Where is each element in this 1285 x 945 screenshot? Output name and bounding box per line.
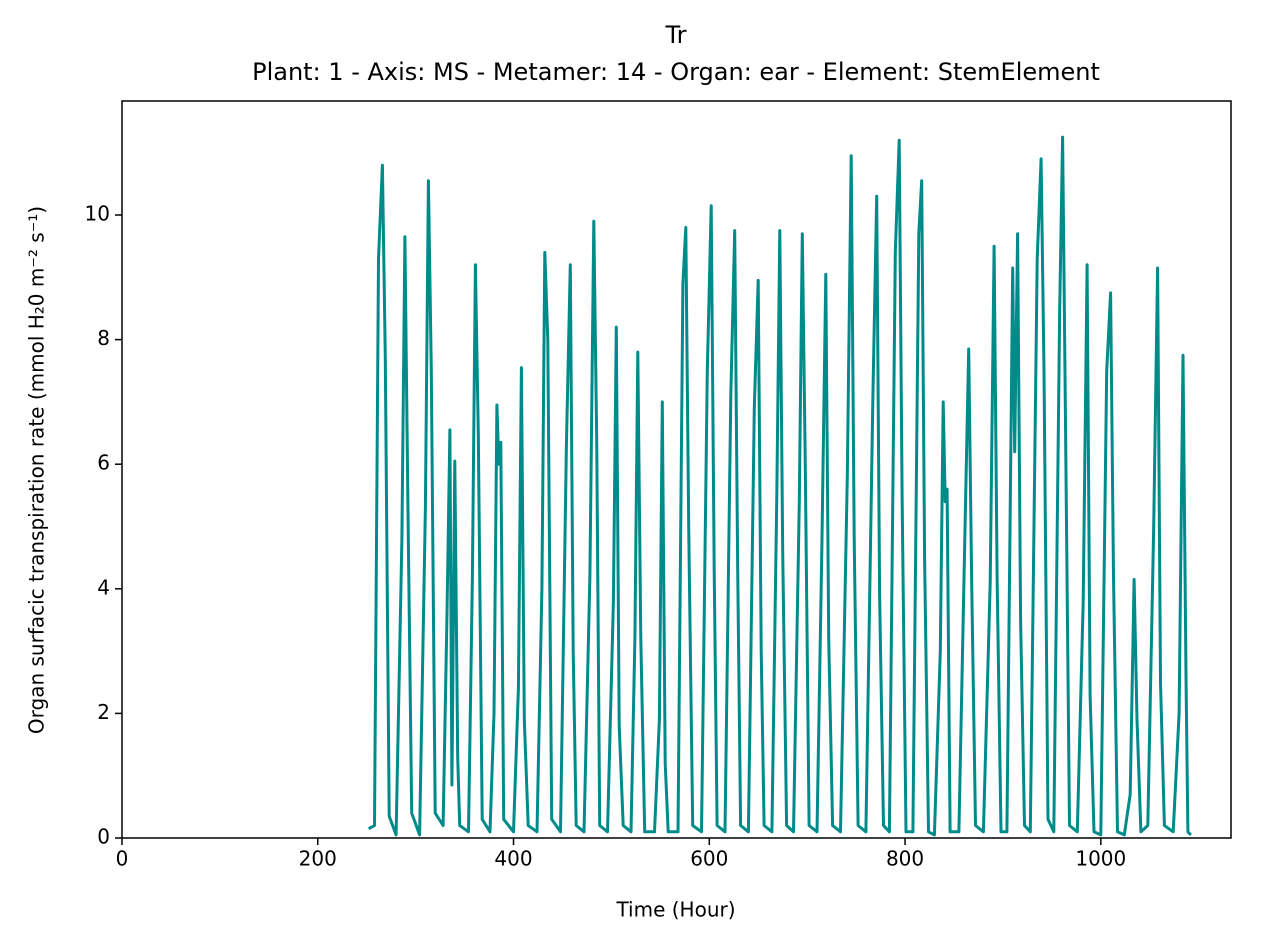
plot-frame bbox=[121, 100, 1232, 839]
x-tick-label: 800 bbox=[886, 847, 924, 871]
y-tick-label: 8 bbox=[97, 326, 110, 350]
x-tick-label: 600 bbox=[690, 847, 728, 871]
y-tick-label: 6 bbox=[97, 451, 110, 475]
x-tick-label: 1000 bbox=[1075, 847, 1126, 871]
x-tick-label: 200 bbox=[299, 847, 337, 871]
x-tick-label: 0 bbox=[116, 847, 129, 871]
x-axis-label: Time (Hour) bbox=[615, 898, 735, 922]
y-tick-label: 2 bbox=[97, 700, 110, 724]
chart-subtitle: Plant: 1 - Axis: MS - Metamer: 14 - Orga… bbox=[252, 58, 1100, 86]
x-tick-label: 400 bbox=[494, 847, 532, 871]
y-tick-label: 0 bbox=[97, 825, 110, 849]
y-axis-label: Organ surfacic transpiration rate (mmol … bbox=[25, 206, 49, 734]
y-tick-label: 10 bbox=[85, 202, 110, 226]
y-tick-label: 4 bbox=[97, 575, 110, 599]
chart-title: Tr bbox=[665, 21, 687, 49]
data-line bbox=[367, 135, 1192, 837]
